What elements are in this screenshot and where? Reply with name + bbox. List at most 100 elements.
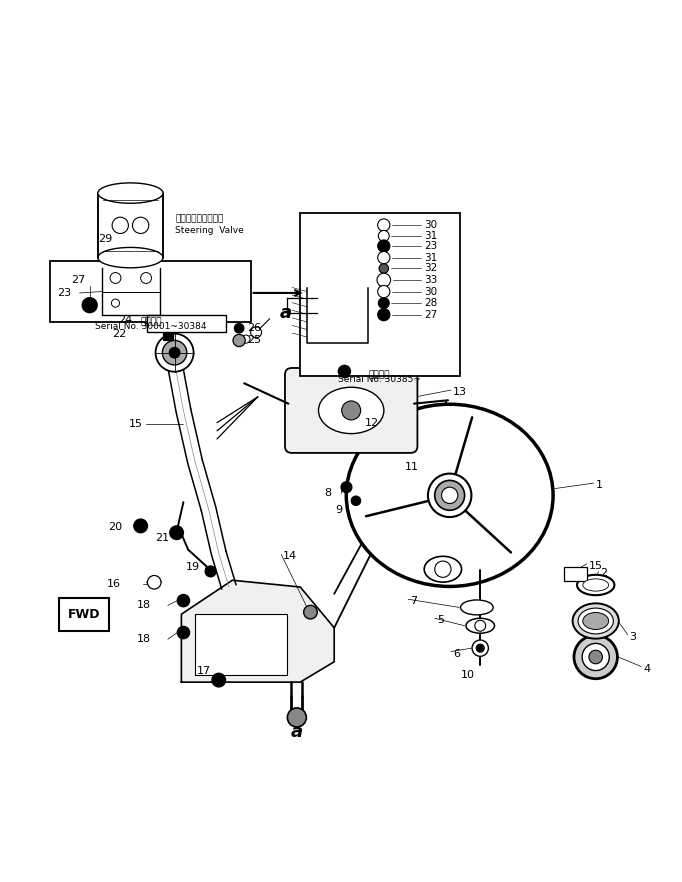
Bar bbox=[98, 193, 163, 258]
Bar bbox=[50, 261, 251, 322]
Ellipse shape bbox=[460, 600, 493, 615]
Circle shape bbox=[162, 340, 187, 365]
Ellipse shape bbox=[346, 404, 553, 587]
Text: 31: 31 bbox=[424, 231, 437, 241]
Circle shape bbox=[134, 519, 147, 533]
Bar bbox=[564, 567, 587, 581]
Text: 26: 26 bbox=[248, 323, 261, 333]
Circle shape bbox=[170, 526, 183, 540]
Ellipse shape bbox=[318, 387, 384, 434]
Circle shape bbox=[378, 309, 390, 321]
Ellipse shape bbox=[98, 248, 163, 268]
Text: 適用号機: 適用号機 bbox=[369, 370, 391, 379]
Text: 29: 29 bbox=[98, 234, 113, 243]
Circle shape bbox=[233, 334, 246, 347]
Circle shape bbox=[251, 327, 261, 338]
Text: 15: 15 bbox=[589, 561, 603, 571]
Circle shape bbox=[582, 643, 609, 670]
Circle shape bbox=[140, 273, 151, 283]
FancyBboxPatch shape bbox=[285, 368, 417, 452]
Circle shape bbox=[342, 401, 361, 420]
Text: 13: 13 bbox=[453, 387, 467, 397]
Text: 1: 1 bbox=[595, 480, 603, 490]
Text: ステアリングバルブ: ステアリングバルブ bbox=[175, 214, 224, 223]
Bar bbox=[163, 320, 173, 340]
Text: 12: 12 bbox=[365, 418, 379, 428]
Circle shape bbox=[110, 273, 121, 283]
Text: 6: 6 bbox=[453, 648, 460, 659]
Ellipse shape bbox=[583, 612, 608, 630]
Text: 17: 17 bbox=[197, 666, 211, 676]
Text: 4: 4 bbox=[643, 663, 651, 674]
Circle shape bbox=[378, 240, 390, 252]
Text: 28: 28 bbox=[424, 298, 437, 308]
Circle shape bbox=[177, 626, 190, 639]
Circle shape bbox=[377, 273, 391, 287]
Text: 19: 19 bbox=[186, 562, 201, 572]
Circle shape bbox=[205, 566, 216, 577]
Ellipse shape bbox=[573, 603, 619, 639]
Circle shape bbox=[235, 324, 244, 333]
Circle shape bbox=[111, 299, 119, 307]
Text: Serial No. 30001~30384: Serial No. 30001~30384 bbox=[95, 322, 207, 331]
Text: FWD: FWD bbox=[68, 608, 100, 621]
Text: 25: 25 bbox=[248, 335, 261, 346]
Ellipse shape bbox=[577, 575, 614, 595]
Text: a: a bbox=[291, 722, 303, 741]
Text: 30: 30 bbox=[424, 220, 437, 230]
FancyBboxPatch shape bbox=[59, 598, 109, 631]
Text: 31: 31 bbox=[424, 252, 437, 263]
Text: Steering  Valve: Steering Valve bbox=[175, 227, 244, 235]
Ellipse shape bbox=[583, 579, 608, 591]
Circle shape bbox=[132, 217, 149, 234]
Circle shape bbox=[341, 482, 352, 493]
Polygon shape bbox=[181, 580, 334, 682]
Text: 20: 20 bbox=[108, 522, 122, 532]
Circle shape bbox=[589, 650, 602, 664]
Text: 22: 22 bbox=[112, 329, 126, 340]
Bar bbox=[300, 213, 460, 377]
Circle shape bbox=[379, 298, 389, 309]
Text: 5: 5 bbox=[436, 616, 444, 625]
Ellipse shape bbox=[98, 183, 163, 203]
Text: 33: 33 bbox=[424, 275, 437, 285]
Circle shape bbox=[303, 605, 317, 619]
Text: 23: 23 bbox=[57, 288, 71, 298]
Text: 8: 8 bbox=[325, 488, 332, 497]
Circle shape bbox=[177, 594, 190, 607]
Text: 14: 14 bbox=[283, 551, 297, 562]
Text: 18: 18 bbox=[137, 634, 151, 645]
Text: 30: 30 bbox=[424, 287, 437, 296]
Circle shape bbox=[428, 474, 471, 517]
Circle shape bbox=[287, 708, 306, 727]
Circle shape bbox=[379, 264, 389, 273]
Circle shape bbox=[112, 217, 128, 234]
Text: 27: 27 bbox=[424, 310, 437, 319]
Text: a: a bbox=[279, 304, 291, 322]
Ellipse shape bbox=[578, 608, 613, 634]
Circle shape bbox=[378, 251, 390, 264]
Circle shape bbox=[574, 635, 617, 679]
Text: 23: 23 bbox=[424, 241, 437, 251]
Circle shape bbox=[475, 620, 486, 632]
Circle shape bbox=[378, 286, 390, 298]
Circle shape bbox=[83, 298, 97, 312]
Text: 27: 27 bbox=[72, 275, 86, 285]
Circle shape bbox=[379, 230, 389, 242]
Circle shape bbox=[147, 575, 161, 589]
Circle shape bbox=[212, 673, 226, 687]
Ellipse shape bbox=[424, 557, 462, 582]
Circle shape bbox=[338, 365, 351, 377]
Text: 3: 3 bbox=[629, 632, 637, 641]
Circle shape bbox=[441, 487, 458, 504]
Circle shape bbox=[351, 496, 361, 505]
Circle shape bbox=[434, 561, 451, 578]
Text: 18: 18 bbox=[137, 601, 151, 610]
Ellipse shape bbox=[466, 618, 494, 633]
Text: 適用号機: 適用号機 bbox=[140, 318, 162, 326]
Text: Serial No. 30385~: Serial No. 30385~ bbox=[338, 375, 421, 385]
Text: 21: 21 bbox=[155, 533, 169, 543]
Text: 11: 11 bbox=[405, 462, 419, 472]
Text: 9: 9 bbox=[336, 505, 342, 515]
Circle shape bbox=[378, 219, 390, 231]
